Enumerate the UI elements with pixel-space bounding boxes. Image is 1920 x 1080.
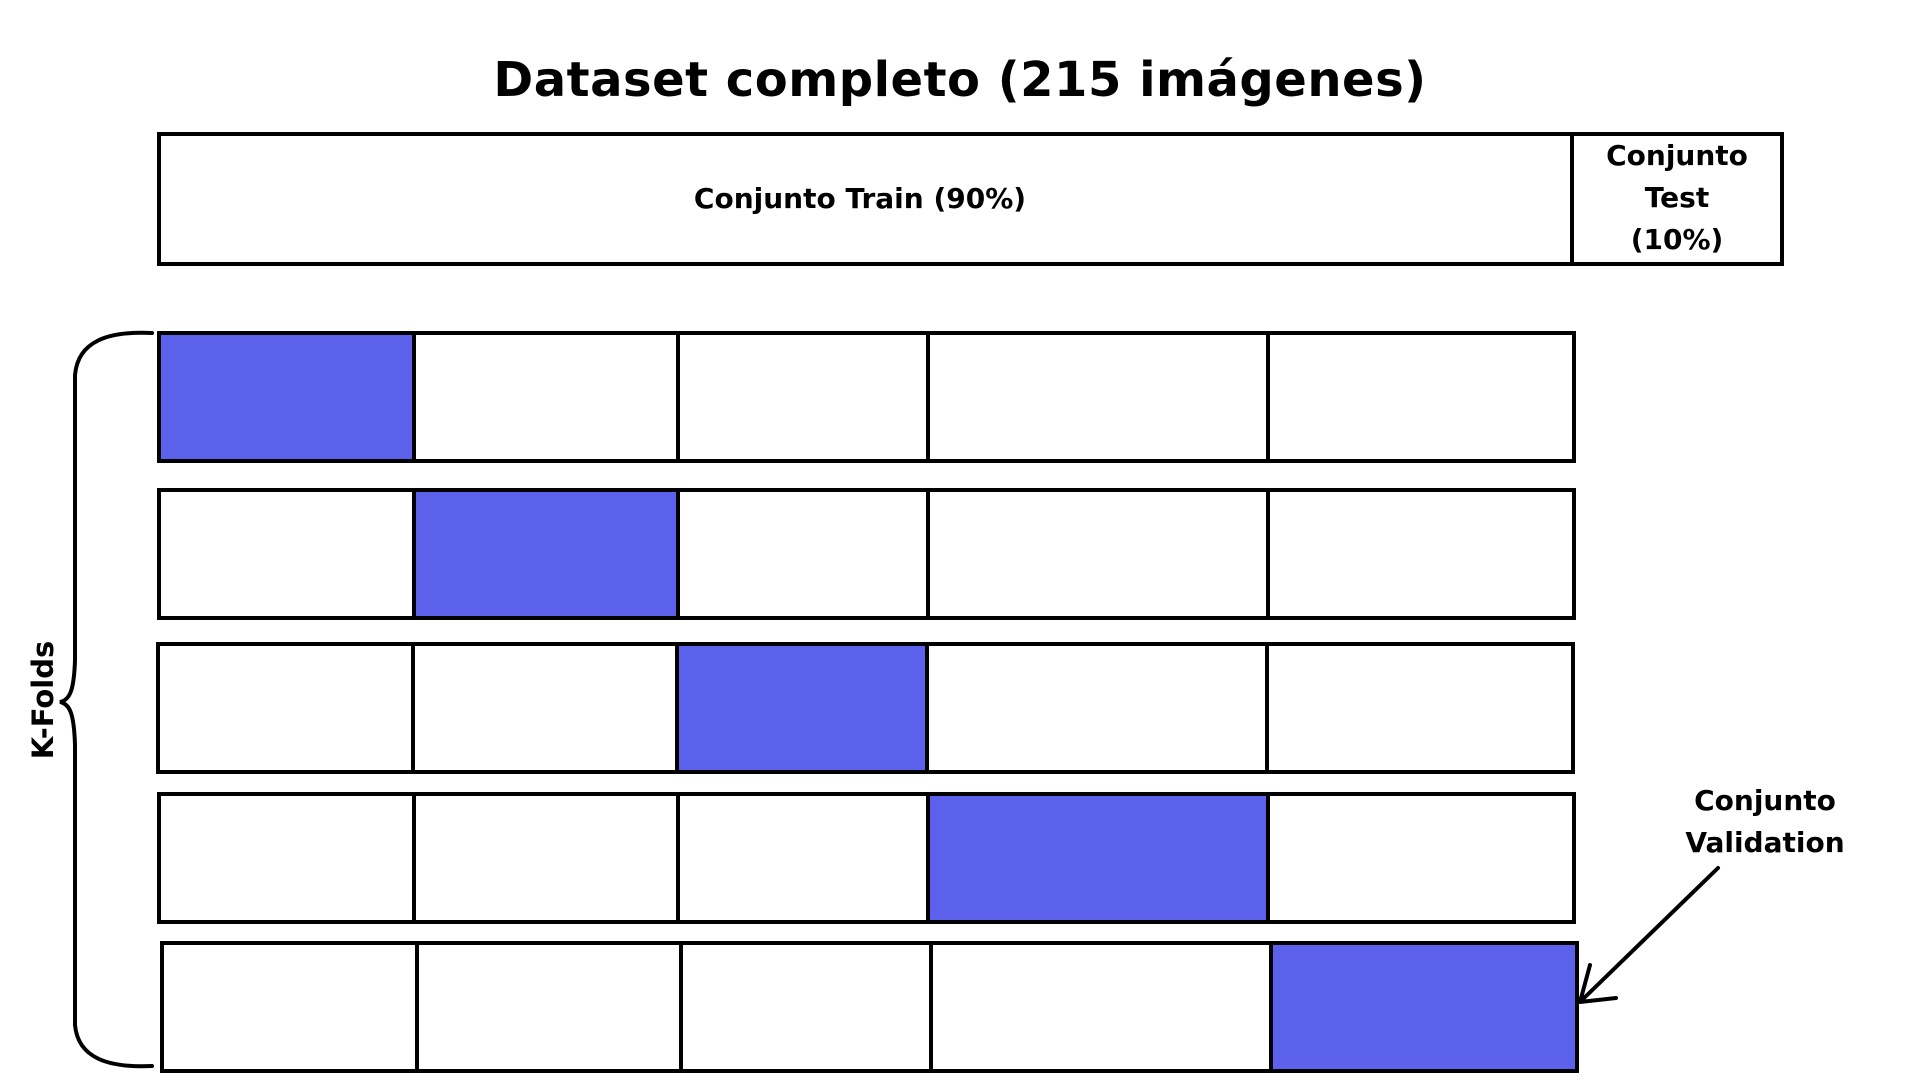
validation-fold-cell: [412, 488, 680, 620]
diagram-title: Dataset completo (215 imágenes): [493, 52, 1427, 108]
train-fold-cell: [676, 331, 930, 463]
train-fold-cell: [1265, 642, 1575, 774]
train-fold-cell: [926, 488, 1270, 620]
validation-fold-cell: [926, 792, 1270, 924]
test-split-box: [1570, 132, 1784, 266]
kfolds-brace: [59, 330, 154, 1069]
train-fold-cell: [926, 331, 1270, 463]
fold-row: [157, 792, 1576, 924]
train-split-label: Conjunto Train (90%): [693, 182, 1027, 215]
dataset-split-bar: [157, 132, 1784, 266]
train-fold-cell: [676, 488, 930, 620]
train-fold-cell: [1266, 331, 1576, 463]
test-label-line: Test: [1644, 181, 1710, 214]
validation-set-label: Conjunto Validation: [1650, 780, 1880, 864]
fold-row: [156, 642, 1575, 774]
test-label-line: Conjunto: [1606, 139, 1748, 172]
train-fold-cell: [925, 642, 1269, 774]
train-fold-cell: [676, 792, 930, 924]
validation-label-line: Conjunto: [1694, 784, 1836, 817]
train-split-box: [157, 132, 1574, 266]
kfold-rows: [156, 331, 1579, 1073]
train-fold-cell: [1266, 488, 1576, 620]
train-fold-cell: [160, 941, 419, 1073]
validation-fold-cell: [157, 331, 416, 463]
validation-arrow: [1578, 866, 1720, 1004]
validation-fold-cell: [1269, 941, 1579, 1073]
kfolds-label: K-Folds: [26, 640, 60, 760]
train-fold-cell: [157, 488, 416, 620]
train-fold-cell: [412, 331, 680, 463]
fold-row: [160, 941, 1579, 1073]
train-fold-cell: [157, 792, 416, 924]
test-split-label: Conjunto Test (10%): [1572, 135, 1782, 261]
train-fold-cell: [412, 792, 680, 924]
train-fold-cell: [679, 941, 933, 1073]
test-label-line: (10%): [1630, 223, 1724, 256]
fold-row: [157, 488, 1576, 620]
validation-label-line: Validation: [1685, 826, 1845, 859]
train-fold-cell: [411, 642, 679, 774]
fold-row: [157, 331, 1576, 463]
train-fold-cell: [1266, 792, 1576, 924]
validation-fold-cell: [675, 642, 929, 774]
train-fold-cell: [156, 642, 415, 774]
train-fold-cell: [415, 941, 683, 1073]
train-fold-cell: [929, 941, 1273, 1073]
